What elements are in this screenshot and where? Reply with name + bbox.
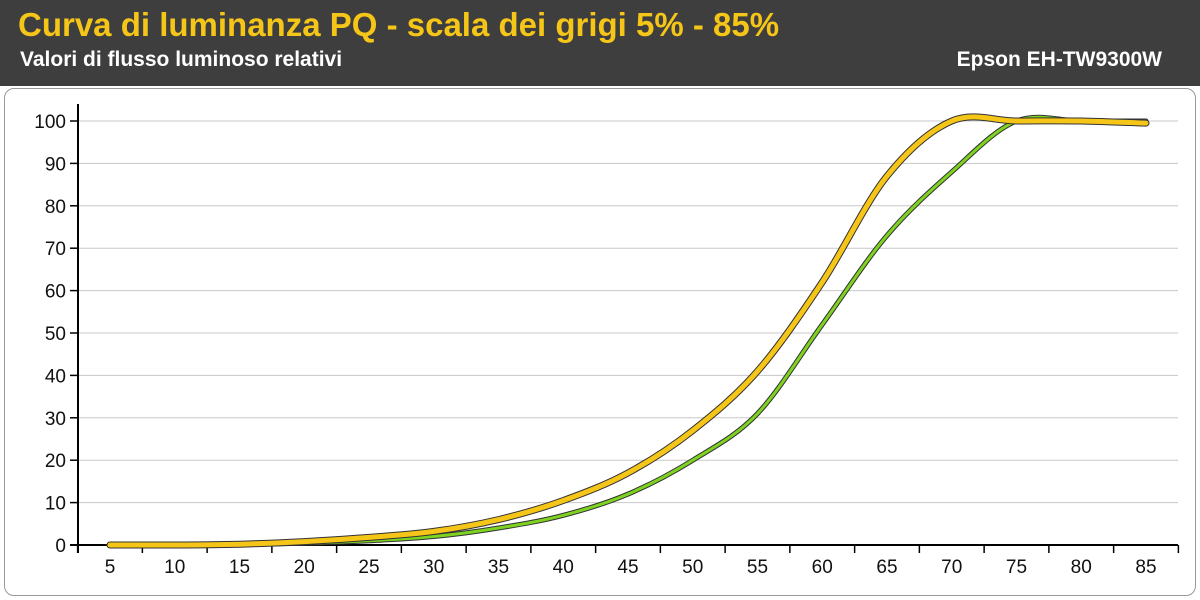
x-tick-label: 15 — [229, 557, 250, 578]
series-line-measured-outline — [106, 113, 1150, 549]
x-tick-label: 20 — [294, 557, 315, 578]
y-tick-label: 20 — [45, 451, 66, 472]
series-line-reference — [108, 115, 1148, 547]
x-tick-label: 40 — [553, 557, 574, 578]
x-tick-label: 85 — [1135, 557, 1156, 578]
x-tick-label: 5 — [105, 557, 116, 578]
x-tick-label: 60 — [812, 557, 833, 578]
y-tick-label: 100 — [34, 112, 66, 133]
y-tick-label: 40 — [45, 366, 66, 387]
x-tick-label: 45 — [617, 557, 638, 578]
x-tick-label: 25 — [358, 557, 379, 578]
y-tick-label: 10 — [45, 494, 66, 515]
y-tick-label: 0 — [55, 536, 66, 557]
device-model-label: Epson EH-TW9300W — [956, 48, 1162, 71]
series-line-measured — [107, 114, 1149, 548]
chart-subtitle: Valori di flusso luminoso relativi — [20, 48, 343, 71]
x-tick-label: 30 — [423, 557, 444, 578]
plot-panel — [4, 88, 1196, 596]
x-tick-label: 65 — [876, 557, 897, 578]
x-tick-label: 50 — [682, 557, 703, 578]
x-tick-label: 10 — [164, 557, 185, 578]
x-tick-label: 35 — [488, 557, 509, 578]
chart-header: Curva di luminanza PQ - scala dei grigi … — [0, 0, 1200, 86]
x-tick-label: 80 — [1071, 557, 1092, 578]
y-tick-label: 60 — [45, 282, 66, 303]
y-tick-label: 30 — [45, 409, 66, 430]
x-tick-label: 70 — [941, 557, 962, 578]
x-tick-label: 55 — [747, 557, 768, 578]
y-tick-label: 70 — [45, 239, 66, 260]
y-tick-label: 90 — [45, 154, 66, 175]
chart-title: Curva di luminanza PQ - scala dei grigi … — [18, 6, 780, 43]
y-tick-label: 80 — [45, 197, 66, 218]
y-tick-label: 50 — [45, 324, 66, 345]
series-line-reference-outline — [107, 114, 1149, 548]
x-tick-label: 75 — [1006, 557, 1027, 578]
